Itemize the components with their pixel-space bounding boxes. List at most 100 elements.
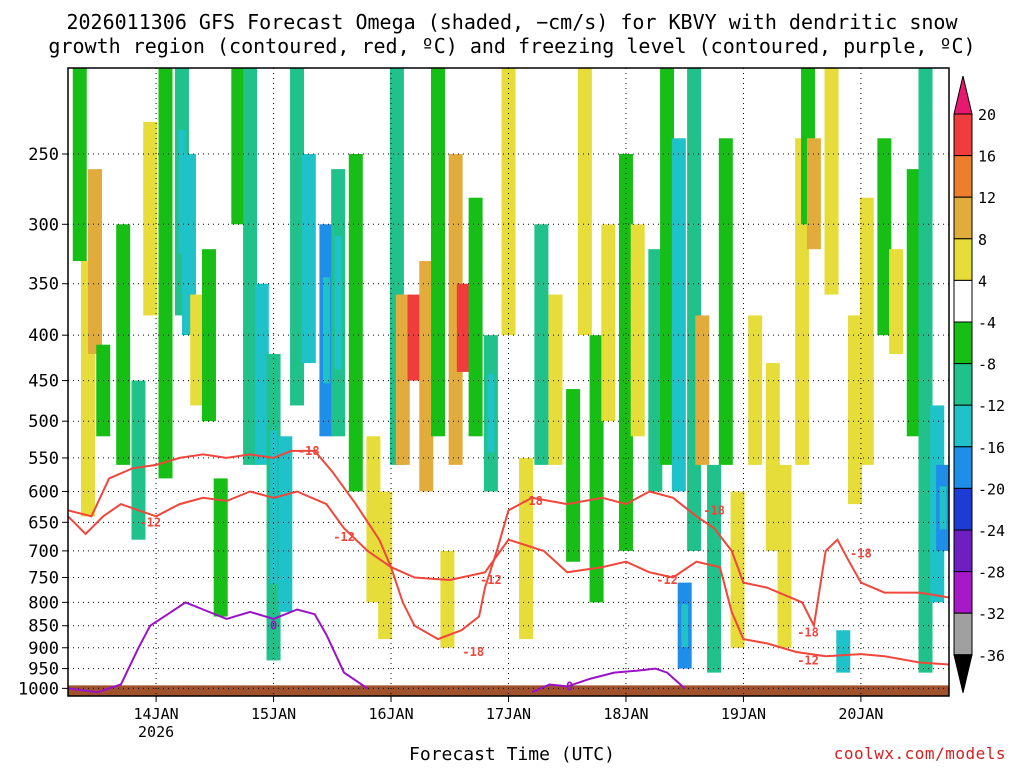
y-tick-label: 500 bbox=[28, 412, 59, 432]
contour-minus18 bbox=[68, 449, 949, 641]
chart-title-line2: growth region (contoured, red, ºC) and f… bbox=[48, 34, 976, 58]
omega-cell bbox=[718, 138, 733, 465]
omega-cell bbox=[777, 464, 792, 648]
colorbar-label: -36 bbox=[978, 647, 1005, 665]
contour-labels: -12 -12 -12 -12 -12 -18 -18 -18 -18 -18 -18 0 0 bbox=[139, 444, 871, 694]
contour-label-zero: 0 bbox=[566, 679, 573, 693]
contour-label-minus18: -18 bbox=[521, 494, 543, 508]
colorbar-segment bbox=[953, 279, 973, 323]
colorbar-label: -16 bbox=[978, 439, 1005, 457]
omega-cell-core bbox=[411, 316, 419, 360]
y-tick-label: 750 bbox=[28, 568, 59, 588]
omega-cell-core bbox=[322, 277, 330, 384]
colorbar-segment bbox=[953, 404, 973, 448]
colorbar-segment bbox=[953, 238, 973, 281]
y-tick-label: 850 bbox=[28, 617, 59, 637]
colorbar-label: 12 bbox=[978, 189, 996, 207]
y-tick-label: 950 bbox=[28, 660, 59, 680]
colorbar: 20 16 12 8 4 -4 -8 -12 -16 -20 -24 -28 -32 -36 bbox=[953, 75, 1005, 693]
contour-label-minus12: -12 bbox=[139, 515, 161, 529]
omega-cell-core bbox=[270, 430, 278, 584]
omega-cell-core bbox=[460, 305, 468, 350]
colorbar-label: -8 bbox=[978, 356, 996, 374]
y-tick-label: 900 bbox=[28, 639, 59, 659]
omega-cell-core bbox=[810, 165, 818, 222]
y-tick-label: 250 bbox=[28, 145, 59, 165]
omega-cell bbox=[748, 315, 763, 465]
omega-cell-core bbox=[305, 206, 313, 311]
omega-cell-core bbox=[91, 215, 99, 308]
contour-label-minus18: -18 bbox=[797, 625, 819, 639]
omega-cell bbox=[765, 363, 780, 551]
omega-cell bbox=[601, 224, 616, 422]
x-tick-label: 20JAN bbox=[838, 705, 883, 723]
omega-cell bbox=[918, 68, 933, 673]
omega-cell bbox=[431, 68, 446, 437]
omega-cell bbox=[72, 68, 87, 262]
contour-minus12 bbox=[68, 490, 949, 666]
omega-cell bbox=[468, 197, 483, 437]
colorbar-segment bbox=[953, 487, 973, 531]
colorbar-label: 20 bbox=[978, 106, 996, 124]
contour-zero bbox=[68, 601, 369, 694]
y-tick-label: 600 bbox=[28, 482, 59, 502]
omega-cell bbox=[290, 68, 305, 406]
omega-cell bbox=[131, 380, 146, 540]
colorbar-label: -24 bbox=[978, 522, 1005, 540]
colorbar-label: 8 bbox=[978, 231, 987, 249]
omega-cell-core bbox=[681, 604, 689, 648]
omega-cell-core bbox=[839, 640, 847, 663]
omega-cell-core bbox=[939, 486, 947, 530]
omega-cell bbox=[440, 550, 455, 648]
x-tick-label: 16JAN bbox=[368, 705, 413, 723]
omega-cell-core bbox=[281, 480, 289, 568]
contour-label-minus18: -18 bbox=[850, 547, 872, 561]
colorbar-segment bbox=[953, 321, 973, 365]
y-tick-label: 550 bbox=[28, 449, 59, 469]
omega-cell bbox=[877, 138, 892, 336]
y-tick-label: 700 bbox=[28, 542, 59, 562]
colorbar-label: 4 bbox=[978, 272, 987, 290]
terrain-fill bbox=[68, 685, 949, 696]
omega-cell bbox=[143, 121, 158, 316]
colorbar-label: -32 bbox=[978, 605, 1005, 623]
omega-cell-core bbox=[178, 129, 186, 254]
omega-cell bbox=[824, 68, 839, 295]
omega-cell bbox=[618, 154, 633, 551]
colorbar-bottom-arrow bbox=[953, 654, 973, 693]
contour-zero-2 bbox=[531, 667, 686, 694]
x-tick-label: 18JAN bbox=[603, 705, 648, 723]
y-tick-label: 300 bbox=[28, 215, 59, 235]
colorbar-segment bbox=[953, 155, 973, 198]
omega-cell bbox=[630, 224, 645, 437]
contour-label-zero: 0 bbox=[270, 619, 277, 633]
gridlines bbox=[68, 68, 949, 696]
contour-label-minus12: -12 bbox=[656, 573, 678, 587]
omega-cell bbox=[648, 249, 663, 492]
omega-cell bbox=[190, 294, 205, 406]
omega-cell bbox=[695, 315, 710, 465]
omega-cell bbox=[906, 169, 921, 437]
colorbar-segment bbox=[953, 196, 973, 240]
omega-cell bbox=[589, 335, 604, 603]
y-tick-label: 350 bbox=[28, 275, 59, 295]
chart-title: 2026011306 GFS Forecast Omega (shaded, −… bbox=[0, 10, 1024, 58]
omega-cell bbox=[96, 344, 111, 437]
x-tick-label: 14JAN bbox=[134, 705, 179, 723]
omega-cell-core bbox=[487, 374, 495, 453]
omega-cell bbox=[448, 154, 463, 465]
omega-cell bbox=[116, 224, 131, 465]
contour-lines bbox=[68, 449, 949, 694]
colorbar-top-arrow bbox=[953, 75, 973, 115]
contour-label-minus18: -18 bbox=[462, 645, 484, 659]
omega-cell bbox=[519, 457, 534, 640]
colorbar-label: -12 bbox=[978, 397, 1005, 415]
y-axis: 2503003504004505005506006507007508008509… bbox=[18, 145, 68, 699]
omega-cell-core bbox=[334, 235, 342, 370]
y-tick-label: 400 bbox=[28, 326, 59, 346]
x-tick-label: 15JAN bbox=[251, 705, 296, 723]
omega-cell bbox=[577, 68, 592, 336]
y-tick-label: 800 bbox=[28, 593, 59, 613]
y-tick-label: 450 bbox=[28, 372, 59, 392]
